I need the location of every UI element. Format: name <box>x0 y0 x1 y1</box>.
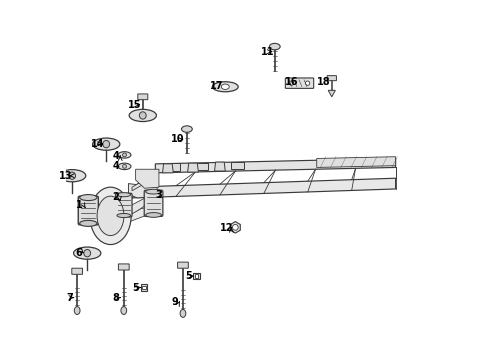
Ellipse shape <box>93 138 120 150</box>
FancyBboxPatch shape <box>72 268 82 274</box>
Ellipse shape <box>129 109 156 122</box>
Circle shape <box>232 225 238 230</box>
Text: 18: 18 <box>317 77 331 87</box>
Text: 15: 15 <box>128 100 142 110</box>
Text: 10: 10 <box>171 135 185 144</box>
Ellipse shape <box>122 165 126 168</box>
Polygon shape <box>328 90 335 97</box>
Text: 6: 6 <box>75 248 82 258</box>
Text: 14: 14 <box>91 139 105 149</box>
Ellipse shape <box>117 193 131 197</box>
Bar <box>142 286 146 289</box>
Ellipse shape <box>58 170 86 182</box>
Ellipse shape <box>180 310 186 318</box>
Text: 16: 16 <box>285 77 298 87</box>
FancyBboxPatch shape <box>285 78 314 88</box>
Ellipse shape <box>146 213 161 217</box>
FancyBboxPatch shape <box>177 262 188 268</box>
Ellipse shape <box>69 172 75 179</box>
FancyBboxPatch shape <box>78 196 98 225</box>
Ellipse shape <box>146 189 161 194</box>
Text: 11: 11 <box>261 46 274 57</box>
Bar <box>141 284 147 291</box>
Circle shape <box>305 81 310 85</box>
FancyBboxPatch shape <box>138 94 148 100</box>
Polygon shape <box>163 164 173 173</box>
Ellipse shape <box>103 140 110 148</box>
Ellipse shape <box>139 112 146 119</box>
Polygon shape <box>215 162 225 171</box>
Text: 5: 5 <box>133 283 139 293</box>
Polygon shape <box>120 205 159 225</box>
Ellipse shape <box>118 163 131 170</box>
Ellipse shape <box>212 82 238 92</box>
Ellipse shape <box>97 196 124 235</box>
Polygon shape <box>167 163 180 171</box>
Polygon shape <box>136 169 159 188</box>
Polygon shape <box>132 173 157 191</box>
Ellipse shape <box>270 43 280 50</box>
Polygon shape <box>231 162 245 169</box>
Ellipse shape <box>84 249 91 257</box>
Polygon shape <box>317 157 395 167</box>
Circle shape <box>289 81 294 85</box>
Polygon shape <box>128 184 157 198</box>
Ellipse shape <box>117 213 131 217</box>
Ellipse shape <box>118 152 131 158</box>
Text: 13: 13 <box>59 171 73 181</box>
Text: 9: 9 <box>172 297 178 307</box>
Ellipse shape <box>122 153 126 157</box>
Text: 8: 8 <box>113 293 120 303</box>
Ellipse shape <box>90 187 131 244</box>
Polygon shape <box>188 163 198 172</box>
Ellipse shape <box>80 194 97 201</box>
Text: 2: 2 <box>112 192 119 202</box>
Polygon shape <box>196 163 208 170</box>
FancyBboxPatch shape <box>119 264 129 270</box>
Polygon shape <box>122 193 155 218</box>
Bar <box>195 274 198 278</box>
Ellipse shape <box>74 307 80 315</box>
Bar <box>194 273 200 279</box>
Polygon shape <box>132 178 395 198</box>
Text: 7: 7 <box>66 293 73 303</box>
Text: 5: 5 <box>185 271 192 281</box>
Polygon shape <box>155 158 395 173</box>
Polygon shape <box>230 222 240 233</box>
Text: 17: 17 <box>210 81 224 91</box>
Text: 4: 4 <box>113 151 119 161</box>
Ellipse shape <box>74 247 101 259</box>
Text: 4: 4 <box>113 161 119 171</box>
Ellipse shape <box>221 84 229 89</box>
Ellipse shape <box>121 307 126 315</box>
Text: 3: 3 <box>155 190 162 201</box>
Text: 1: 1 <box>76 200 83 210</box>
FancyBboxPatch shape <box>327 76 337 81</box>
Ellipse shape <box>181 126 192 132</box>
FancyBboxPatch shape <box>116 193 132 217</box>
Ellipse shape <box>80 220 97 226</box>
FancyBboxPatch shape <box>144 190 163 216</box>
Text: 12: 12 <box>220 223 234 233</box>
